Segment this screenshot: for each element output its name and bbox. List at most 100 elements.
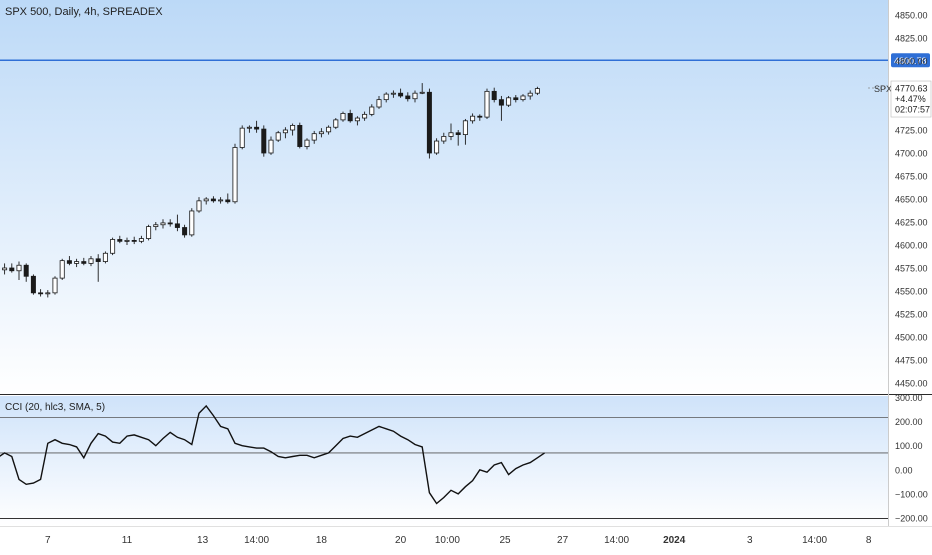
cci-pane-background	[0, 396, 888, 526]
candle	[398, 92, 404, 97]
candle	[196, 200, 202, 212]
candle	[167, 222, 173, 225]
candle	[462, 120, 468, 136]
price-tick-label: 4550.00	[895, 287, 928, 297]
candle	[182, 227, 188, 236]
candle	[23, 264, 29, 277]
candle	[297, 125, 303, 147]
candle	[354, 117, 360, 122]
candle	[225, 199, 231, 203]
cci-tick-label: 100.00	[895, 441, 923, 451]
candle	[261, 128, 267, 154]
candle	[318, 131, 324, 135]
time-tick-label: 10:00	[435, 535, 460, 546]
last-price-value: 4770.63	[895, 84, 928, 94]
cci-title: CCI (20, hlc3, SMA, 5)	[5, 402, 106, 413]
candle	[441, 136, 447, 142]
candle	[59, 260, 65, 279]
candle	[520, 95, 526, 101]
candles-group	[2, 83, 540, 298]
time-tick-label: 14:00	[244, 535, 269, 546]
candle	[347, 113, 353, 122]
time-tick-label: 11	[122, 535, 133, 546]
cci-tick-label: 200.00	[895, 417, 923, 427]
time-tick-label: 25	[499, 535, 511, 546]
candle	[2, 267, 8, 271]
candle	[333, 119, 339, 128]
candle	[110, 239, 116, 254]
time-tick-label: 20	[395, 535, 407, 546]
candle	[369, 106, 375, 115]
bar-countdown: 02:07:57	[895, 105, 930, 115]
candle	[131, 239, 137, 242]
candle	[38, 292, 44, 295]
price-tick-label: 4475.00	[895, 356, 928, 366]
last-price-symbol: SPX	[874, 84, 892, 94]
candle	[124, 239, 130, 242]
hline-price-label: 4800.78	[894, 56, 927, 66]
candle	[102, 252, 108, 262]
candle	[534, 88, 540, 94]
price-tick-label: 4500.00	[895, 333, 928, 343]
last-price-change: +4.47%	[895, 94, 926, 104]
price-pane-background	[0, 0, 888, 394]
candle	[527, 92, 533, 97]
candle	[254, 126, 260, 130]
time-tick-label: 14:00	[802, 535, 827, 546]
time-tick-label: 3	[747, 535, 753, 546]
candle	[74, 261, 80, 264]
candle	[66, 260, 72, 264]
chart-title: SPX 500, Daily, 4h, SPREADEX	[5, 6, 163, 18]
candle	[311, 133, 317, 141]
time-tick-label: 14:00	[604, 535, 629, 546]
candle	[340, 113, 346, 121]
cci-axis: 300.00 200.00 100.00 0.00 −100.00 −200.00	[895, 393, 928, 524]
price-tick-label: 4675.00	[895, 172, 928, 182]
cci-indicator	[0, 404, 888, 519]
candle	[203, 198, 209, 202]
price-tick-label: 4725.00	[895, 126, 928, 136]
candle	[448, 132, 454, 137]
candle	[88, 258, 94, 264]
cci-tick-label: −100.00	[895, 489, 928, 499]
candle	[30, 275, 36, 294]
candle	[455, 132, 461, 135]
candle	[405, 95, 411, 100]
candle	[326, 126, 332, 133]
price-tick-label: 4825.00	[895, 34, 928, 44]
candle	[138, 238, 144, 242]
candle	[9, 267, 15, 272]
cci-tick-label: 300.00	[895, 393, 923, 403]
candle	[232, 147, 238, 203]
candle	[282, 129, 288, 134]
time-tick-label: 27	[557, 535, 569, 546]
candle	[218, 199, 224, 202]
price-tick-label: 4650.00	[895, 195, 928, 205]
cci-tick-label: 0.00	[895, 465, 913, 475]
time-axis: 7 11 13 14:00 18 20 10:00 25 27 14:00 2024 3 14:00 8	[0, 526, 932, 546]
candle	[239, 127, 245, 148]
cci-line	[0, 404, 545, 505]
candle	[426, 91, 432, 154]
candle	[390, 92, 396, 95]
candle	[434, 140, 440, 154]
candle	[189, 210, 195, 236]
candle	[146, 226, 152, 239]
candle	[383, 93, 389, 101]
candle	[498, 99, 504, 106]
price-tick-label: 4850.00	[895, 11, 928, 21]
price-tick-label: 4625.00	[895, 218, 928, 228]
candle	[16, 264, 22, 272]
candle	[412, 92, 418, 100]
candle	[81, 261, 87, 264]
candle	[153, 224, 159, 227]
candle	[491, 90, 497, 101]
time-tick-label: 2024	[663, 535, 686, 546]
candle	[246, 126, 252, 129]
candle	[304, 139, 310, 147]
candle	[160, 222, 166, 226]
candle	[290, 125, 296, 131]
time-tick-label: 8	[866, 535, 872, 546]
price-tick-label: 4450.00	[895, 379, 928, 389]
